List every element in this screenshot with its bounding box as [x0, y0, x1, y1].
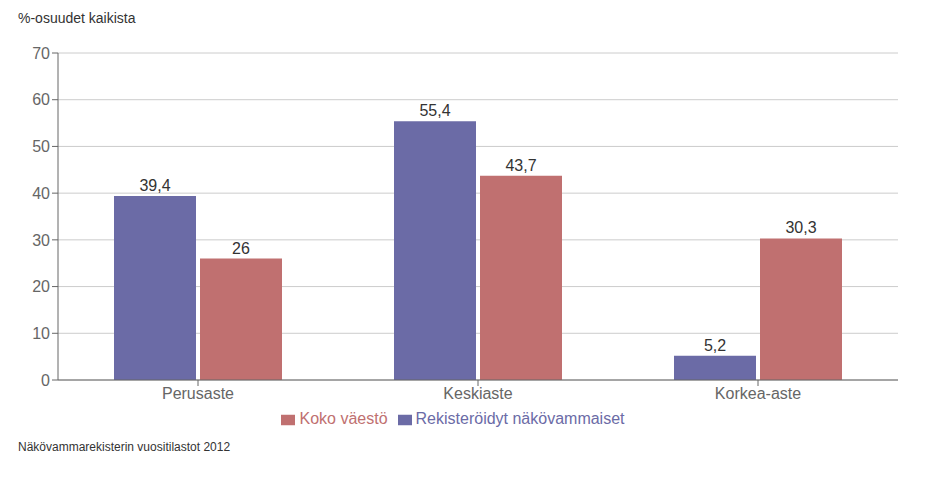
html-text:Näkövammarekisterin vuositilas: Näkövammarekisterin vuositilastot 2012: [18, 440, 231, 454]
svg-text:10: 10: [32, 325, 50, 342]
svg-text:60: 60: [32, 91, 50, 108]
svg-text:50: 50: [32, 138, 50, 155]
svg-text:Perusaste: Perusaste: [162, 385, 234, 402]
svg-text:70: 70: [32, 45, 50, 62]
svg-text:Keskiaste: Keskiaste: [443, 385, 512, 402]
html-text:Rekisteröidyt näkövammaiset: Rekisteröidyt näkövammaiset: [415, 410, 625, 427]
svg-text:30: 30: [32, 232, 50, 249]
svg-text:40: 40: [32, 185, 50, 202]
svg-text:Korkea-aste: Korkea-aste: [715, 385, 801, 402]
svg-text:20: 20: [32, 278, 50, 295]
html-text:Koko väestö: Koko väestö: [299, 410, 388, 427]
svg-text:5,2: 5,2: [704, 337, 726, 354]
svg-text:26: 26: [232, 240, 250, 257]
svg-text:43,7: 43,7: [505, 157, 536, 174]
svg-text:55,4: 55,4: [419, 102, 450, 119]
html-text:%-osuudet kaikista: %-osuudet kaikista: [18, 10, 136, 26]
svg-text:0: 0: [41, 372, 50, 389]
svg-text:30,3: 30,3: [785, 219, 816, 236]
svg-text:39,4: 39,4: [139, 177, 170, 194]
